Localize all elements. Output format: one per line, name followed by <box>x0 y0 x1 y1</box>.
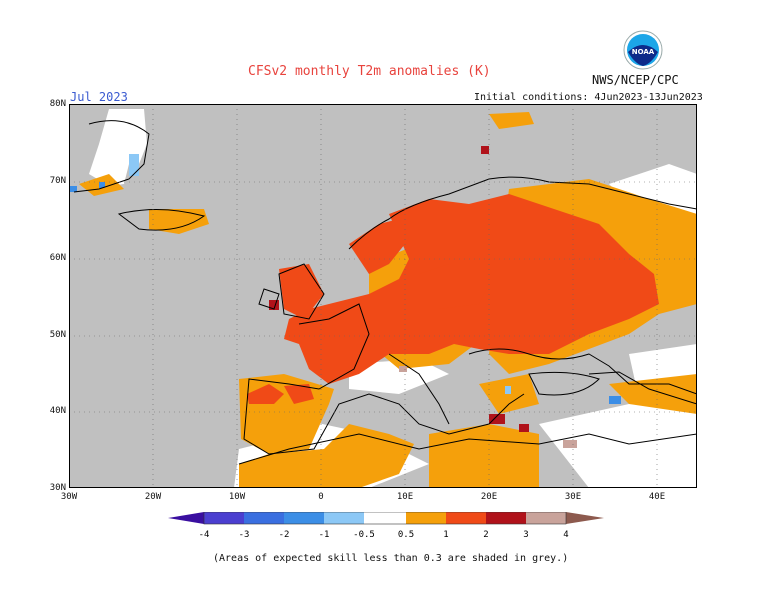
legend-swatch <box>486 512 526 524</box>
lat-label: 40N <box>49 406 66 416</box>
lon-label: 40E <box>648 492 666 502</box>
legend-swatch <box>566 512 604 524</box>
lon-label: 10W <box>228 492 246 502</box>
lat-label: 50N <box>49 330 66 340</box>
legend-swatch <box>204 512 244 524</box>
lon-label: 20E <box>480 492 498 502</box>
lon-label: 30W <box>60 492 78 502</box>
skill-caption: (Areas of expected skill less than 0.3 a… <box>213 553 569 564</box>
forecast-month: Jul 2023 <box>70 90 128 104</box>
anomaly-negative-areas <box>69 154 621 404</box>
logo-text: NOAA <box>632 48 655 56</box>
anomaly-1-2-areas <box>247 194 659 404</box>
chart-title: CFSv2 monthly T2m anomalies (K) <box>248 64 491 79</box>
source-label: NWS/NCEP/CPC <box>592 73 679 87</box>
lon-label: 30E <box>564 492 582 502</box>
lat-label: 80N <box>49 99 66 109</box>
legend-swatch <box>168 512 204 524</box>
legend-swatch <box>406 512 446 524</box>
initial-conditions: Initial conditions: 4Jun2023-13Jun2023 <box>474 92 703 103</box>
color-legend: -4 -3 -2 -1 -0.5 0.5 1 2 3 4 <box>168 512 604 540</box>
legend-tick: -1 <box>319 530 330 540</box>
legend-tick: 3 <box>523 530 528 540</box>
map-frame <box>69 104 697 488</box>
legend-swatch <box>364 512 406 524</box>
legend-swatch <box>284 512 324 524</box>
graticule <box>69 104 697 488</box>
lat-label: 60N <box>49 253 66 263</box>
legend-swatch <box>324 512 364 524</box>
anomaly-3-4-areas <box>399 366 577 448</box>
legend-swatch <box>526 512 566 524</box>
lat-label: 70N <box>49 176 66 186</box>
lon-label: 10E <box>396 492 414 502</box>
lon-label: 20W <box>144 492 162 502</box>
noaa-logo: NOAA <box>623 30 663 70</box>
legend-swatch <box>446 512 486 524</box>
anomaly-2-3-areas <box>269 146 529 432</box>
legend-tick: 2 <box>483 530 488 540</box>
legend-tick: -3 <box>239 530 250 540</box>
legend-tick: 1 <box>443 530 448 540</box>
coastlines <box>73 120 697 465</box>
legend-tick: 0.5 <box>398 530 414 540</box>
legend-swatch <box>244 512 284 524</box>
anomaly-map <box>69 104 697 488</box>
legend-tick: -2 <box>279 530 290 540</box>
legend-tick: -0.5 <box>353 530 375 540</box>
lon-label: 0 <box>318 492 324 502</box>
lat-label: 30N <box>49 483 66 493</box>
legend-tick: 4 <box>563 530 568 540</box>
legend-tick: -4 <box>199 530 210 540</box>
